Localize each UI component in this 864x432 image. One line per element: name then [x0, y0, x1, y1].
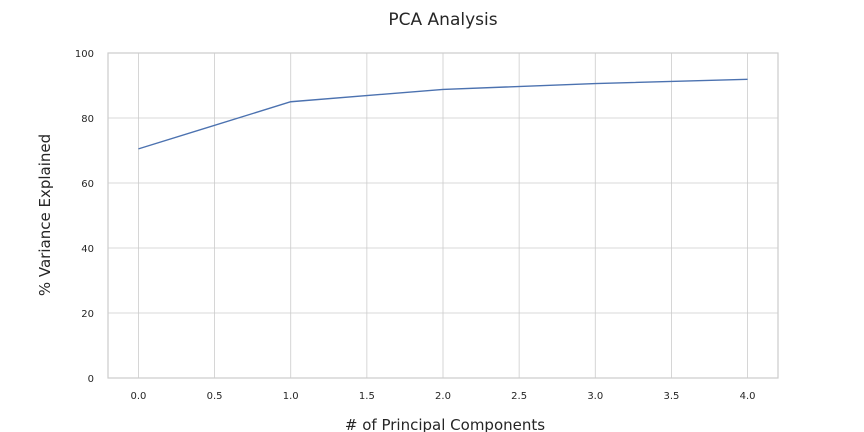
y-axis-label: % Variance Explained — [36, 134, 54, 296]
plot-frame — [107, 52, 779, 379]
x-tick-labels: 0.0 0.5 1.0 1.5 2.0 2.5 3.0 3.5 4.0 — [131, 391, 756, 402]
y-tick-label: 40 — [81, 244, 94, 255]
x-tick-label: 2.5 — [511, 391, 527, 402]
y-tick-label: 60 — [81, 179, 94, 190]
x-tick-label: 3.0 — [587, 391, 603, 402]
x-tick-label: 0.5 — [207, 391, 223, 402]
chart-title: PCA Analysis — [388, 10, 497, 30]
series-group — [138, 78, 748, 150]
x-axis-label: # of Principal Components — [345, 416, 545, 432]
x-tick-label: 4.0 — [740, 391, 756, 402]
x-tick-label: 2.0 — [435, 391, 451, 402]
x-tick-label: 1.5 — [359, 391, 375, 402]
grid — [108, 52, 778, 379]
x-tick-label: 1.0 — [283, 391, 299, 402]
x-tick-label: 0.0 — [131, 391, 147, 402]
y-tick-label: 20 — [81, 309, 94, 320]
y-tick-label: 80 — [81, 114, 94, 125]
y-tick-label: 0 — [88, 374, 94, 385]
variance-line — [138, 78, 748, 150]
x-tick-label: 3.5 — [663, 391, 679, 402]
y-tick-labels: 0 20 40 60 80 100 — [75, 49, 94, 385]
y-tick-label: 100 — [75, 49, 94, 60]
